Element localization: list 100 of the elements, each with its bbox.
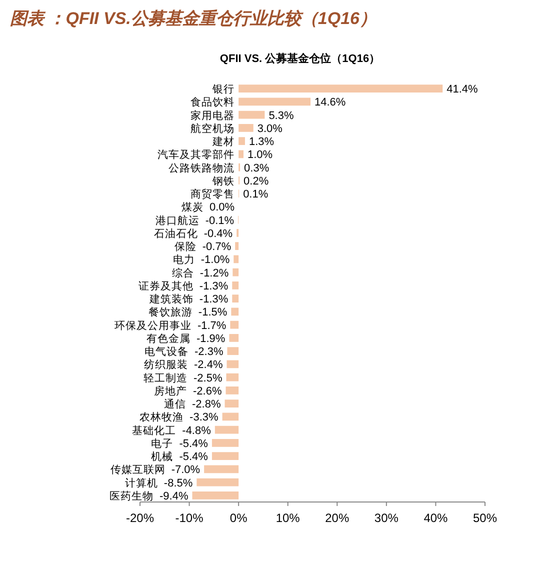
data-label: 0.3% (244, 162, 270, 174)
bar (226, 386, 239, 394)
data-label: -1.7% (197, 320, 226, 332)
y-tick-label: 房地产 (154, 384, 188, 398)
data-label: 14.6% (314, 96, 346, 109)
y-tick-label: 航空机场 (190, 122, 235, 135)
x-tick-label: 10% (276, 511, 300, 525)
data-label: -1.2% (200, 267, 229, 280)
bar (212, 452, 239, 460)
y-tick-label: 保险 (174, 241, 196, 254)
bar (232, 294, 239, 302)
bar (204, 465, 239, 474)
bar (238, 110, 265, 119)
data-label: -8.5% (164, 477, 193, 490)
data-label: -1.5% (198, 306, 228, 319)
y-tick-label: 家用电器 (190, 108, 235, 122)
bar (226, 373, 239, 382)
data-label: -2.3% (194, 346, 224, 358)
bar (192, 492, 239, 500)
bar (238, 150, 244, 158)
x-tick-label: -10% (175, 511, 204, 525)
bar (238, 137, 245, 145)
y-tick-label: 港口航运 (155, 214, 200, 227)
bar (230, 320, 239, 329)
data-label: -1.9% (196, 332, 226, 345)
data-label: -2.8% (192, 398, 221, 411)
y-tick-label: 传媒互联网 (110, 464, 166, 476)
data-label: -9.4% (159, 490, 188, 502)
y-tick-label: 建筑装饰 (148, 292, 194, 306)
bar (222, 412, 239, 421)
bar (226, 360, 239, 368)
y-tick-label: 煤炭 (181, 200, 204, 214)
chart-subtitle: QFII VS. 公募基金仓位（1Q16） (220, 52, 380, 65)
y-tick-label: 电力 (172, 253, 195, 266)
y-tick-label: 轻工制造 (144, 371, 188, 384)
data-label: -2.5% (194, 372, 222, 384)
data-label: -1.3% (199, 294, 228, 306)
data-label: -5.4% (179, 438, 208, 450)
x-tick-label: 50% (472, 511, 498, 525)
data-label: -0.7% (202, 241, 232, 254)
bar (234, 255, 239, 264)
data-label: -4.8% (182, 424, 212, 437)
data-label: -0.1% (205, 214, 234, 227)
y-tick-label: 建材 (212, 135, 235, 148)
data-label: 1.0% (248, 149, 273, 162)
y-tick-label: 纺织服装 (144, 358, 188, 372)
data-label: -0.4% (204, 228, 233, 240)
data-label: -1.0% (200, 254, 230, 266)
data-label: 0.2% (244, 175, 269, 188)
x-tick-label: 30% (374, 511, 399, 525)
bar (238, 124, 254, 132)
x-tick-label: 0% (230, 511, 248, 525)
y-tick-label: 钢铁 (212, 175, 235, 188)
bar (214, 426, 239, 434)
y-tick-label: 电气设备 (144, 345, 188, 358)
data-label: -2.4% (194, 359, 223, 372)
bar (232, 282, 239, 290)
y-tick-label: 公路铁路物流 (168, 161, 235, 174)
y-tick-label: 有色金属 (146, 332, 190, 345)
y-tick-label: 环保及公用事业 (114, 318, 192, 332)
data-label: -2.6% (193, 385, 222, 398)
bar (227, 347, 239, 355)
y-tick-label: 餐饮旅游 (148, 306, 192, 319)
y-tick-label: 石油石化 (154, 226, 198, 240)
data-label: -7.0% (171, 464, 200, 476)
y-tick-label: 医药生物 (109, 489, 154, 502)
data-label: 1.3% (248, 136, 274, 148)
y-tick-label: 基础化工 (132, 424, 176, 437)
y-tick-label: 食品饮料 (190, 96, 235, 109)
bar (235, 242, 239, 250)
y-tick-label: 综合 (172, 266, 194, 280)
x-tick-label: -20% (126, 511, 154, 525)
y-tick-label: 机械 (151, 450, 174, 464)
bar (238, 84, 443, 92)
bar (196, 478, 239, 486)
y-tick-label: 计算机 (124, 476, 158, 490)
bar (232, 268, 239, 276)
data-label: -5.4% (179, 451, 208, 464)
data-label: 0.1% (243, 188, 268, 201)
data-label: -1.3% (199, 280, 228, 292)
bar (212, 439, 239, 447)
y-tick-label: 商贸零售 (190, 188, 235, 201)
y-tick-label: 通信 (164, 398, 186, 411)
data-label: 0.0% (209, 202, 235, 214)
x-tick-label: 20% (325, 511, 350, 525)
data-label: 3.0% (257, 122, 283, 135)
y-tick-label: 银行 (212, 84, 235, 96)
y-tick-label: 汽车及其零部件 (158, 148, 235, 162)
data-label: 41.4% (446, 84, 478, 96)
bar (229, 334, 239, 342)
data-label: -3.3% (190, 412, 219, 424)
x-tick-label: 40% (424, 511, 448, 525)
bar (224, 400, 239, 408)
y-tick-label: 证券及其他 (138, 279, 194, 292)
y-tick-label: 电子 (151, 436, 174, 450)
chart-title: 图表 ：QFII VS.公募基金重仓行业比较（1Q16） (10, 9, 376, 28)
bar (231, 308, 239, 316)
y-tick-label: 农林牧渔 (140, 410, 184, 424)
bar (238, 98, 311, 106)
data-label: 5.3% (268, 110, 294, 122)
